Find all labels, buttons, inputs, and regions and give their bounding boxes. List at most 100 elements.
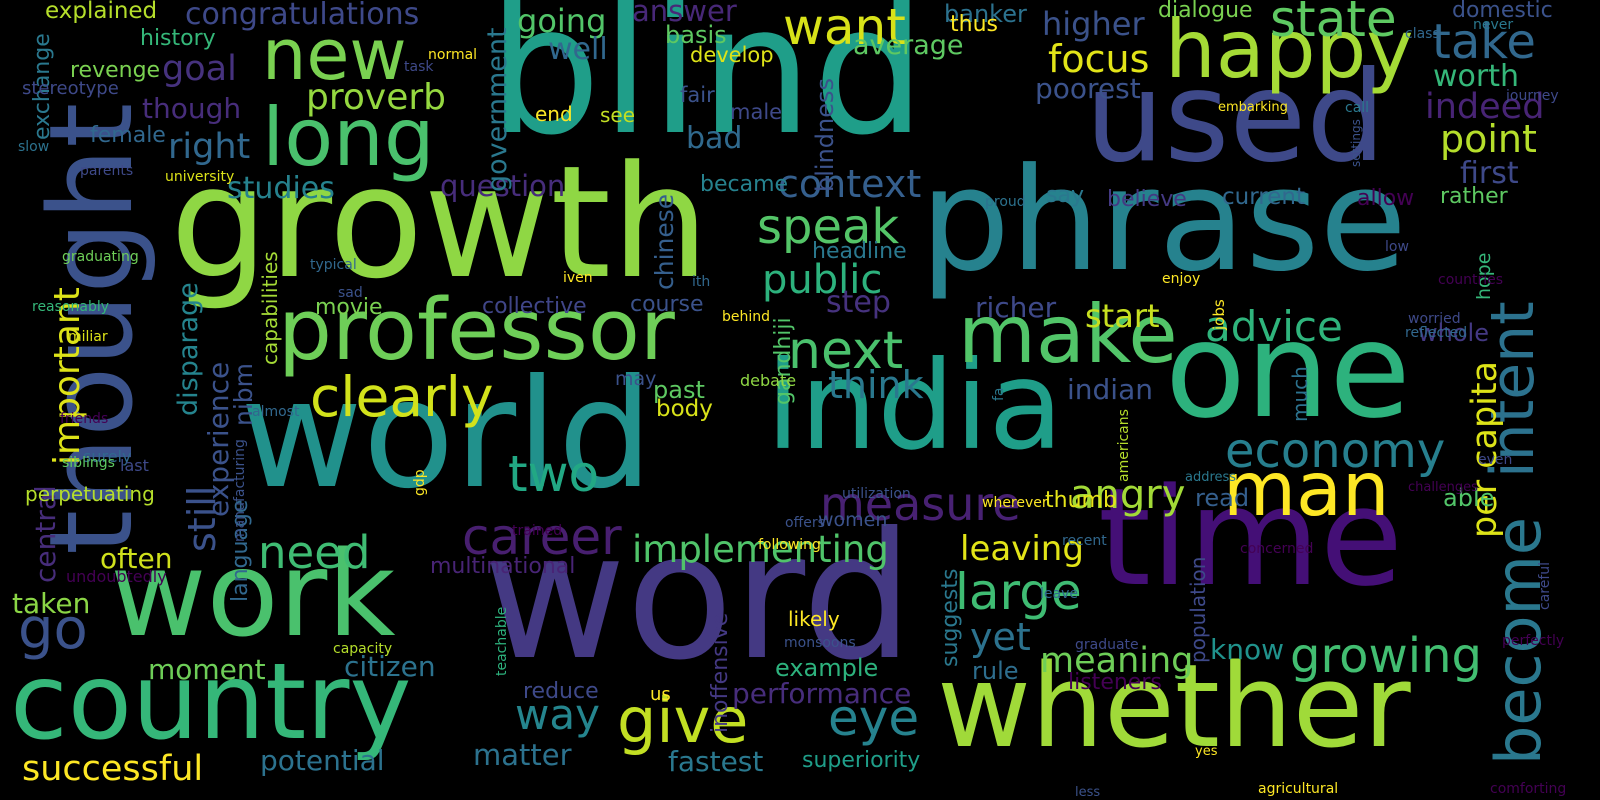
word-first: first <box>1460 156 1519 191</box>
word-rather: rather <box>1440 184 1508 209</box>
word-revenge: revenge <box>70 58 161 83</box>
word-graduating: graduating <box>62 249 139 265</box>
word-moment: moment <box>148 653 266 686</box>
word-though: though <box>142 92 242 125</box>
word-worth: worth <box>1433 59 1520 94</box>
word-class: class <box>1405 26 1440 42</box>
word-say: say <box>1046 183 1084 208</box>
word-journey: journey <box>1506 88 1559 104</box>
word-happy: happy <box>1165 3 1414 96</box>
word-less: less <box>1075 785 1101 800</box>
word-long: long <box>262 91 435 184</box>
word-jobs: jobs <box>1210 299 1228 330</box>
word-iven: iven <box>563 270 593 286</box>
word-enjoy: enjoy <box>1162 271 1201 287</box>
word-able: able <box>1443 484 1495 512</box>
word-know: know <box>1210 633 1284 666</box>
word-utilization: utilization <box>842 486 911 502</box>
word-indian: indian <box>1067 373 1153 406</box>
word-often: often <box>100 542 173 575</box>
word-leaving: leaving <box>960 529 1084 569</box>
word-may: may <box>615 368 657 390</box>
word-public: public <box>762 257 883 303</box>
word-miliar: miliar <box>68 329 108 345</box>
word-word: word <box>483 496 914 699</box>
word-much: much <box>1288 366 1312 422</box>
word-fa: fa <box>991 387 1007 401</box>
word-poorest: poorest <box>1035 72 1141 105</box>
word-give: give <box>617 684 749 757</box>
word-surely: surely <box>83 447 132 466</box>
word-disparage: disparage <box>173 282 204 416</box>
word-history: history <box>140 26 216 51</box>
word-explained: explained <box>45 0 158 24</box>
word-body: body <box>656 396 713 422</box>
word-government: government <box>482 27 513 192</box>
word-sad: sad <box>338 285 363 301</box>
word-comforting: comforting <box>1490 781 1567 797</box>
word-concerned: concerned <box>1240 541 1314 557</box>
word-point: point <box>1440 117 1537 161</box>
word-collective: collective <box>482 294 587 319</box>
word-career: career <box>462 508 622 566</box>
word-past: past <box>653 376 705 404</box>
word-trained: trained <box>512 523 563 539</box>
word-performance: performance <box>732 677 912 710</box>
word-university: university <box>165 169 235 185</box>
word-whole: whole <box>1418 319 1489 347</box>
word-female: female <box>90 123 166 148</box>
word-yet: yet <box>970 615 1031 659</box>
word-following: following <box>758 537 821 553</box>
word-clearly: clearly <box>310 365 494 429</box>
word-want: want <box>783 0 906 56</box>
word-one: one <box>1165 294 1411 448</box>
word-believe: believe <box>1107 187 1187 212</box>
word-studies: studies <box>227 171 335 206</box>
word-going: going <box>517 2 607 40</box>
word-us: us <box>650 684 671 705</box>
word-speak: speak <box>757 199 900 255</box>
word-rule: rule <box>972 657 1019 685</box>
word-context: context <box>778 162 922 206</box>
word-potential: potential <box>260 744 385 777</box>
word-new: new <box>262 14 407 96</box>
word-india: india <box>766 335 1064 477</box>
word-perfectly: perfectly <box>1502 633 1565 649</box>
word-advice: advice <box>1205 302 1343 351</box>
word-richer: richer <box>975 291 1057 324</box>
word-step: step <box>826 285 891 320</box>
word-headline: headline <box>812 239 907 264</box>
word-think: think <box>828 363 924 407</box>
word-gdp: gdp <box>412 469 428 496</box>
word-agricultural: agricultural <box>1258 781 1339 797</box>
word-take: take <box>1432 14 1536 70</box>
word-undoubtedly: undoubtedly <box>66 567 167 586</box>
word-allow: allow <box>1357 186 1415 211</box>
word-reasonably: reasonably <box>32 299 110 315</box>
word-typical: typical <box>310 257 357 273</box>
word-address: address <box>1185 470 1237 485</box>
word-congratulations: congratulations <box>185 0 420 32</box>
word-banker: banker <box>944 0 1027 28</box>
word-professor: professor <box>278 281 675 380</box>
word-call: call <box>1345 100 1370 116</box>
word-superiority: superiority <box>802 748 921 773</box>
word-measure: measure <box>820 477 1021 531</box>
word-embarking: embarking <box>1218 100 1288 115</box>
word-world: world <box>240 348 654 522</box>
word-growth: growth <box>170 132 710 313</box>
word-see: see <box>600 103 636 127</box>
word-need: need <box>258 526 371 579</box>
word-taken: taken <box>12 587 91 620</box>
word-population: population <box>1186 556 1210 663</box>
word-citizen: citizen <box>344 650 436 683</box>
word-countries: countries <box>1438 272 1504 288</box>
word-monsoons: monsoons <box>784 635 856 651</box>
word-graduate: graduate <box>1075 637 1139 653</box>
word-state: state <box>1270 0 1397 48</box>
word-almost: almost <box>252 404 300 420</box>
word-capabilities: capabilities <box>258 251 282 365</box>
word-teachable: teachable <box>494 606 510 676</box>
word-average: average <box>853 30 964 61</box>
word-blind: blind <box>488 0 926 174</box>
